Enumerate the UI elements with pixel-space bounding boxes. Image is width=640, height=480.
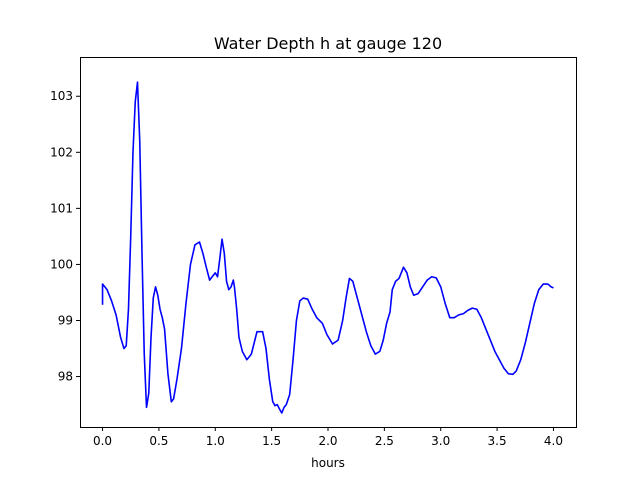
y-axis: 98 99 100 101 102 103	[50, 89, 80, 384]
x-tick-label: 1.5	[262, 434, 281, 448]
x-axis: 0.0 0.5 1.0 1.5 2.0 2.5 3.0 3.5 4.0	[93, 427, 563, 448]
y-tick-label: 101	[50, 201, 73, 215]
y-tick-label: 99	[58, 313, 73, 327]
x-tick-label: 1.0	[206, 434, 225, 448]
x-tick-label: 2.0	[318, 434, 337, 448]
plot-frame	[80, 57, 577, 428]
y-tick-label: 103	[50, 89, 73, 103]
x-tick-label: 4.0	[544, 434, 563, 448]
chart-title: Water Depth h at gauge 120	[214, 34, 442, 53]
x-tick-label: 3.5	[488, 434, 507, 448]
y-tick-label: 100	[50, 257, 73, 271]
x-tick-label: 0.5	[149, 434, 168, 448]
x-tick-label: 0.0	[93, 434, 112, 448]
x-tick-label: 2.5	[375, 434, 394, 448]
x-tick-label: 3.0	[431, 434, 450, 448]
plot-layer	[101, 81, 554, 414]
x-axis-label: hours	[311, 456, 345, 470]
y-tick-label: 98	[58, 370, 73, 384]
y-tick-label: 102	[50, 145, 73, 159]
series-line-0	[101, 81, 554, 414]
